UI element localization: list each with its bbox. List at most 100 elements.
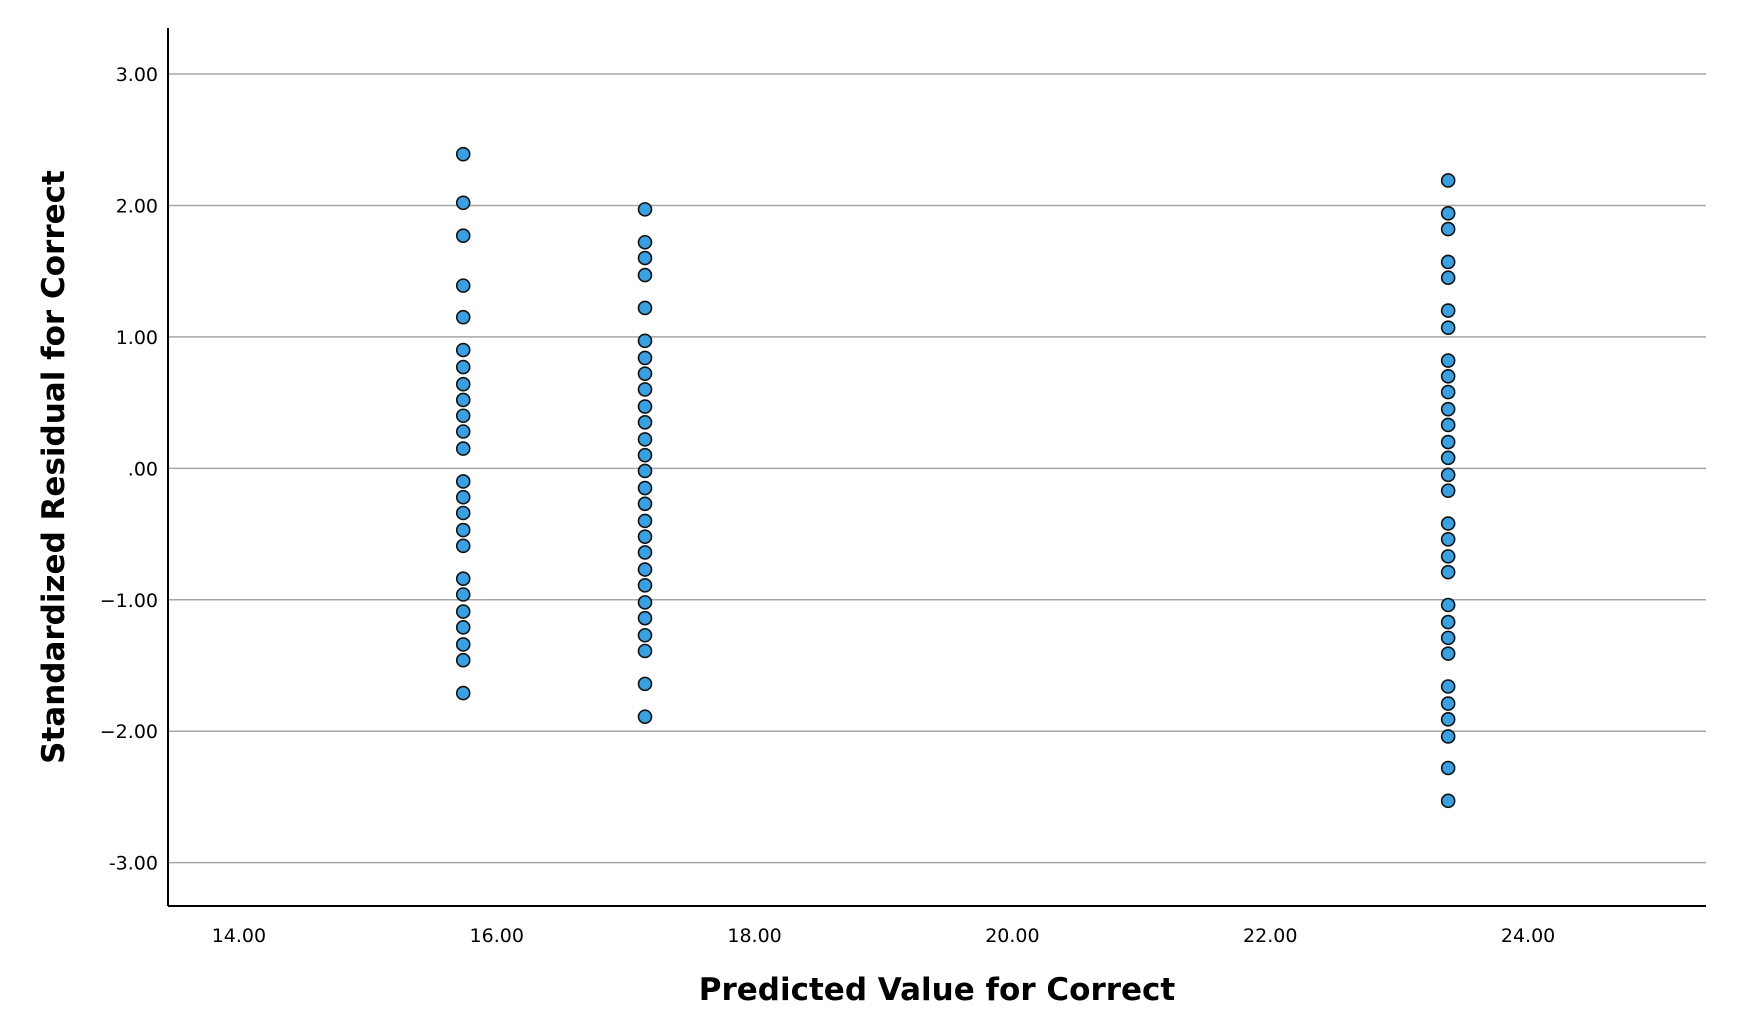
- data-point: [455, 685, 471, 701]
- data-point: [1440, 320, 1456, 335]
- data-point: [1440, 793, 1456, 809]
- data-point: [1440, 384, 1456, 400]
- data-point: [637, 250, 653, 266]
- data-point: [637, 480, 653, 496]
- data-point: [637, 300, 653, 316]
- data-point: [637, 643, 653, 659]
- data-point: [455, 474, 471, 489]
- data-point: [1440, 270, 1456, 286]
- data-point: [637, 432, 653, 447]
- y-axis-title: Standardized Residual for Correct: [36, 170, 72, 764]
- data-point: [637, 496, 653, 512]
- data-point: [455, 392, 471, 408]
- gridlines: [168, 73, 1706, 864]
- data-point: [637, 595, 653, 610]
- data-point: [637, 202, 653, 217]
- data-point: [1440, 614, 1456, 630]
- data-point: [455, 489, 471, 505]
- y-tick-label: .00: [128, 458, 158, 480]
- data-point: [455, 228, 471, 243]
- data-point: [455, 424, 471, 439]
- data-point: [455, 522, 471, 538]
- x-tick-label: 16.00: [470, 925, 524, 947]
- data-point: [455, 505, 471, 521]
- data-point: [455, 359, 471, 375]
- data-point: [1440, 646, 1456, 661]
- data-point: [637, 415, 653, 430]
- data-point: [637, 333, 653, 349]
- data-point: [637, 676, 653, 692]
- data-point: [1440, 303, 1456, 318]
- x-axis-title: Predicted Value for Correct: [699, 972, 1176, 1008]
- data-point: [1440, 353, 1456, 368]
- data-point: [1440, 729, 1456, 744]
- data-point: [1440, 549, 1456, 564]
- data-point: [637, 529, 653, 544]
- data-point: [1440, 483, 1456, 498]
- axes: [167, 28, 1706, 907]
- data-point: [455, 309, 471, 325]
- x-tick-label: 20.00: [985, 925, 1039, 947]
- x-tick-label: 14.00: [212, 925, 266, 947]
- y-tick-label: 2.00: [116, 195, 158, 217]
- data-point: [455, 620, 471, 635]
- y-tick-label: −2.00: [100, 721, 158, 743]
- data-point: [455, 146, 471, 162]
- x-tick-labels: 14.00 16.00 18.00 20.00 22.00 24.00: [212, 925, 1556, 947]
- data-point: [637, 545, 653, 560]
- data-point: [637, 627, 653, 643]
- data-point: [637, 610, 653, 626]
- data-point: [455, 278, 471, 293]
- data-point: [1440, 401, 1456, 417]
- data-point: [1440, 467, 1456, 483]
- y-tick-label: −1.00: [100, 590, 158, 612]
- y-tick-labels: 3.00 2.00 1.00 .00 −1.00 −2.00 -3.00: [100, 64, 158, 875]
- data-point: [1440, 417, 1456, 433]
- data-point: [1440, 206, 1456, 221]
- data-point: [637, 234, 653, 250]
- data-point: [455, 571, 471, 587]
- data-point: [637, 350, 653, 366]
- data-point: [637, 382, 653, 397]
- data-point: [1440, 564, 1456, 580]
- data-point: [1440, 254, 1456, 270]
- data-point: [637, 447, 653, 463]
- data-point: [1440, 221, 1456, 237]
- data-point: [1440, 531, 1456, 547]
- data-point: [1440, 696, 1456, 711]
- data-point: [1440, 450, 1456, 466]
- y-tick-label: 3.00: [116, 64, 158, 86]
- x-tick-label: 22.00: [1243, 925, 1297, 947]
- data-point: [637, 562, 653, 577]
- y-tick-label: -3.00: [109, 853, 158, 875]
- data-point: [637, 399, 653, 414]
- data-point: [455, 538, 471, 554]
- data-point: [637, 709, 653, 725]
- y-tick-label: 1.00: [116, 327, 158, 349]
- data-point: [455, 604, 471, 619]
- data-point: [1440, 516, 1456, 531]
- data-point: [1440, 369, 1456, 384]
- data-point: [1440, 630, 1456, 646]
- data-point: [455, 376, 471, 392]
- x-tick-label: 24.00: [1501, 925, 1555, 947]
- data-point: [1440, 712, 1456, 727]
- data-point: [455, 637, 471, 652]
- data-points: [455, 146, 1456, 809]
- data-point: [1440, 597, 1456, 613]
- data-point: [637, 267, 653, 283]
- x-tick-label: 18.00: [727, 925, 781, 947]
- data-point: [1440, 434, 1456, 450]
- data-point: [637, 463, 653, 479]
- data-point: [455, 441, 471, 456]
- data-point: [637, 513, 653, 529]
- data-point: [1440, 173, 1456, 188]
- data-point: [455, 195, 471, 211]
- data-point: [637, 366, 653, 381]
- data-point: [455, 587, 471, 602]
- data-point: [455, 408, 471, 424]
- data-point: [1440, 760, 1456, 776]
- data-point: [455, 652, 471, 668]
